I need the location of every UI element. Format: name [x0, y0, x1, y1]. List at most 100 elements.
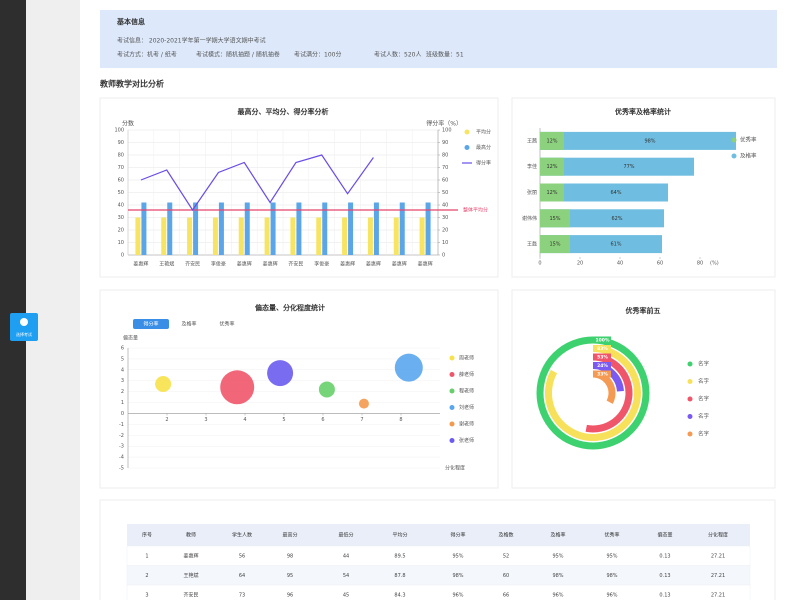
button-icon: [20, 318, 28, 326]
y-tick-label: -5: [119, 466, 124, 472]
legend-swatch: [687, 431, 693, 437]
table-header-bg: [127, 524, 750, 546]
bar: [238, 217, 244, 255]
bar: [348, 202, 354, 255]
y2-tick-label: 60: [442, 178, 448, 184]
bar: [161, 217, 167, 255]
y-tick-label: 0: [121, 411, 124, 417]
table-cell: 95%: [552, 553, 563, 559]
bar: [167, 202, 173, 255]
y-axis-label: 偏态量: [123, 335, 138, 342]
ring-label-bg: [594, 353, 611, 361]
button-bg[interactable]: [10, 313, 38, 341]
bar: [540, 209, 664, 228]
table-cell: 87.8: [394, 573, 405, 579]
table-cell: 84.3: [394, 592, 405, 598]
bar: [316, 217, 322, 255]
y-tick-label: 2: [121, 389, 124, 395]
value-label: 98%: [644, 138, 655, 144]
legend-swatch: [449, 388, 455, 394]
y-tick-label: -3: [119, 444, 124, 450]
x-tick-label: 姜惠辉: [340, 261, 355, 268]
bar: [540, 157, 694, 176]
info-exam: 考试信息： 2020-2021学年第一学期大学语文期中考试: [117, 37, 266, 45]
legend-swatch: [687, 361, 693, 367]
y-axis-label: 分数: [122, 120, 134, 128]
y2-tick-label: 90: [442, 140, 448, 146]
bar: [264, 217, 270, 255]
table-cell: 66: [503, 592, 509, 598]
table-cell: 95: [287, 573, 293, 579]
x-tick-label: 姜惠辉: [418, 261, 433, 268]
x-tick-label: 姜惠辉: [366, 261, 381, 268]
table-header: 最低分: [338, 532, 353, 539]
legend-label: 名字: [698, 430, 710, 438]
ring-label-bg: [594, 336, 611, 344]
reference-label: 整体平均分: [463, 207, 488, 214]
bar: [540, 183, 564, 202]
tab[interactable]: 得分率: [143, 321, 158, 328]
chart-title: 优秀率前五: [626, 306, 661, 315]
value-label: 77%: [623, 164, 634, 170]
y2-tick-label: 50: [442, 190, 448, 196]
table-cell: 0.13: [659, 553, 670, 559]
bar: [540, 235, 662, 254]
legend-swatch: [687, 396, 693, 402]
y2-tick-label: 100: [442, 128, 452, 134]
y-tick-label: 王磊: [527, 242, 537, 248]
legend-label: 名字: [698, 360, 710, 368]
legend-swatch: [464, 145, 470, 150]
legend-swatch: [687, 414, 693, 419]
bubble: [155, 376, 172, 392]
value-label: 12%: [546, 138, 557, 144]
legend-label: 名字: [698, 377, 710, 385]
table-cell: 3: [145, 592, 148, 598]
value-label: 12%: [546, 164, 557, 170]
button-label[interactable]: 选择考试: [16, 331, 32, 337]
bar: [540, 183, 668, 202]
table-cell: 98: [287, 553, 293, 559]
x-tick-label: 李俊豪: [211, 261, 226, 268]
table-cell: 2: [145, 573, 148, 579]
ring-label: 83%: [597, 346, 608, 352]
y-tick-label: 张丽: [527, 189, 537, 196]
table-header: 及格数: [498, 532, 513, 539]
table-cell: 27.21: [711, 553, 725, 559]
y2-tick-label: 0: [442, 253, 445, 259]
bar: [540, 131, 564, 150]
ring: [536, 336, 650, 450]
info-field: 考试人数：520人: [374, 51, 421, 59]
legend-swatch: [731, 153, 737, 159]
legend-label: 薛老师: [459, 371, 474, 378]
y-tick-label: 6: [121, 346, 124, 352]
y-tick-label: 50: [118, 190, 124, 196]
tab-bg[interactable]: [133, 319, 169, 329]
legend-swatch: [449, 438, 455, 443]
chart-title: 优秀率及格率统计: [615, 107, 671, 116]
ring-label: 24%: [597, 363, 608, 369]
tab[interactable]: 及格率: [181, 321, 196, 328]
value-label: 15%: [549, 242, 560, 248]
ring: [545, 345, 641, 441]
y-tick-label: -1: [119, 422, 124, 428]
table-cell: 98%: [606, 573, 617, 579]
tab[interactable]: 优秀率: [219, 321, 234, 328]
line-series: [140, 154, 374, 212]
table-cell: 95%: [452, 553, 463, 559]
x-tick-label: 齐安民: [288, 261, 303, 268]
table-cell: 56: [239, 553, 245, 559]
sidebar-button[interactable]: 选择考试: [10, 313, 38, 341]
legend-label: 及格率: [740, 152, 757, 160]
table-header: 学生人数: [232, 532, 252, 539]
legend-label: 周老师: [459, 355, 474, 362]
bar: [540, 209, 570, 228]
x-tick-label: 60: [657, 261, 663, 267]
table-cell: 王艳斌: [183, 572, 198, 579]
legend-swatch: [449, 355, 455, 361]
bar: [322, 202, 328, 255]
bar: [212, 217, 218, 255]
legend-label: 张老师: [459, 437, 474, 444]
bar: [193, 202, 199, 255]
legend-label: 程老师: [459, 388, 474, 395]
